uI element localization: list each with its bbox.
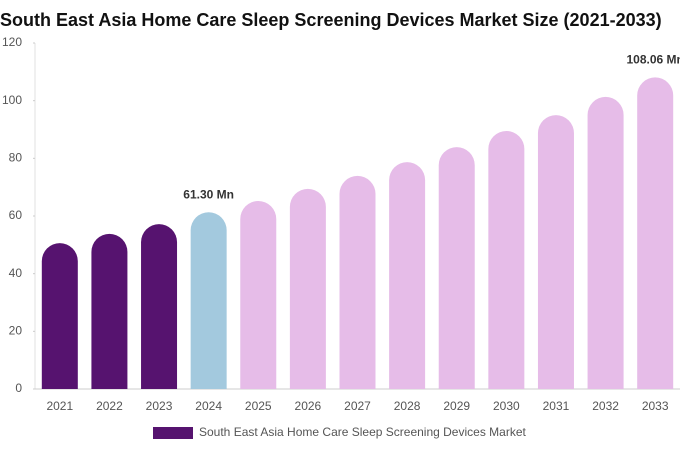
x-tick-label: 2027: [344, 399, 371, 413]
bar: [240, 201, 277, 389]
bar: [389, 162, 426, 389]
value-label: 108.06 Mn: [627, 53, 680, 67]
bar: [587, 96, 624, 390]
x-tick-label: 2026: [295, 399, 322, 413]
x-tick-label: 2022: [96, 399, 123, 413]
bar: [339, 175, 376, 389]
y-tick-label: 120: [2, 35, 22, 49]
bar: [637, 77, 674, 389]
bar: [190, 212, 227, 389]
legend-swatch: [153, 427, 193, 439]
bar: [537, 115, 574, 390]
x-tick-label: 2021: [46, 399, 73, 413]
y-tick-label: 20: [9, 324, 23, 338]
y-tick-label: 80: [9, 151, 23, 165]
y-tick-label: 60: [9, 208, 23, 222]
bar: [438, 147, 475, 389]
chart-title: South East Asia Home Care Sleep Screenin…: [0, 10, 662, 30]
bar: [41, 243, 78, 389]
bar: [488, 130, 525, 389]
x-tick-label: 2024: [195, 399, 222, 413]
y-tick-label: 0: [15, 381, 22, 395]
x-tick-label: 2028: [394, 399, 421, 413]
x-tick-label: 2032: [592, 399, 619, 413]
legend-label: South East Asia Home Care Sleep Screenin…: [199, 425, 526, 439]
value-label: 61.30 Mn: [183, 187, 234, 201]
x-tick-label: 2033: [642, 399, 669, 413]
bar: [141, 224, 178, 389]
x-tick-label: 2030: [493, 399, 520, 413]
x-tick-label: 2023: [146, 399, 173, 413]
x-tick-label: 2031: [543, 399, 570, 413]
x-tick-label: 2025: [245, 399, 272, 413]
y-tick-label: 100: [2, 93, 22, 107]
y-tick-label: 40: [9, 266, 23, 280]
x-tick-label: 2029: [443, 399, 470, 413]
bar: [289, 188, 326, 389]
bar: [91, 233, 128, 389]
